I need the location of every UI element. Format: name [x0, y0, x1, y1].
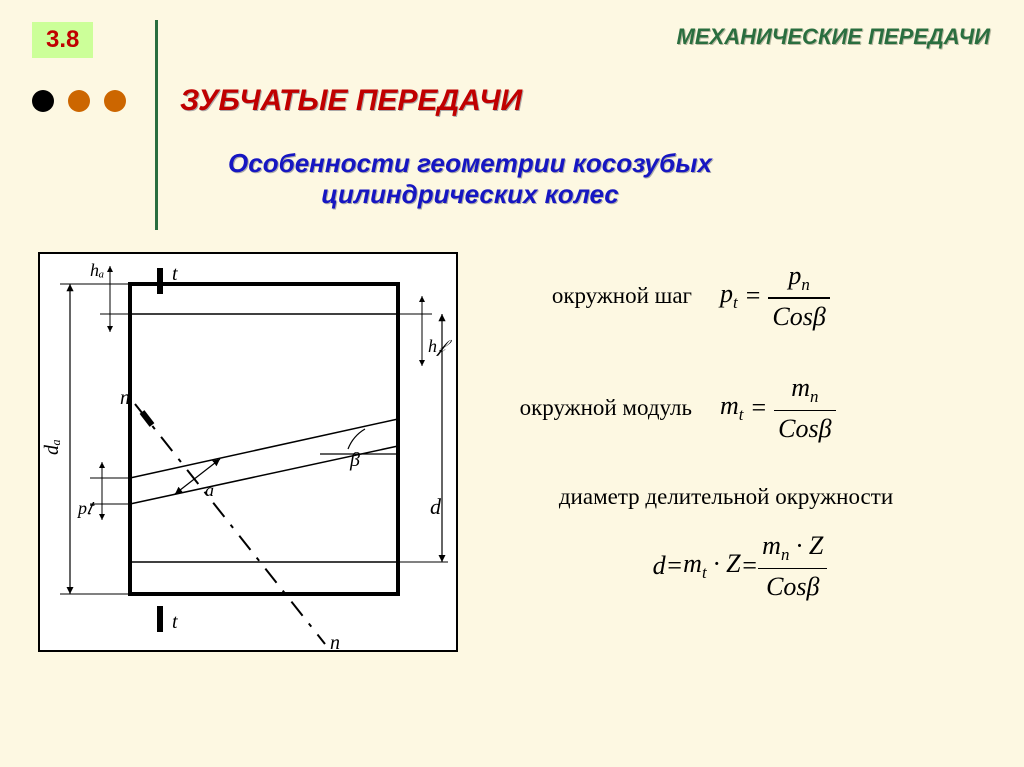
label-t-top: t	[172, 263, 178, 285]
subtitle: Особенности геометрии косозубых цилиндри…	[180, 148, 760, 210]
chapter-title: МЕХАНИЧЕСКИЕ ПЕРЕДАЧИ	[677, 24, 990, 50]
label-beta: β	[349, 449, 360, 471]
label-pt: p𝑡	[76, 498, 95, 518]
bullet-row	[32, 90, 136, 112]
label-n-top: n	[120, 387, 130, 409]
vertical-divider	[155, 20, 158, 230]
label-d: d	[430, 494, 442, 519]
label-da: dₐ	[41, 439, 63, 455]
bullet-icon	[68, 90, 90, 112]
formula-d: d = mt · Z = mn · Z Cosβ	[490, 530, 990, 602]
main-title: ЗУБЧАТЫЕ ПЕРЕДАЧИ	[180, 84, 522, 118]
slide-number: 3.8	[32, 22, 93, 58]
bullet-icon	[32, 90, 54, 112]
formula-row-3-label: диаметр делительной окружности	[490, 484, 990, 510]
formula-label: окружной модуль	[490, 395, 720, 421]
label-n-bot: n	[330, 632, 340, 654]
gear-geometry-diagram: β n n a t t hₐ h𝒻 dₐ	[38, 252, 458, 652]
formulas-column: окружной шаг pt = pn Cosβ окружной модул…	[490, 260, 990, 602]
formula-row-2: окружной модуль mt = mn Cosβ	[490, 372, 990, 444]
formula-label: диаметр делительной окружности	[490, 484, 990, 510]
label-t-bot: t	[172, 611, 178, 633]
label-hf: h𝒻	[428, 336, 452, 356]
formula-mt: mt = mn Cosβ	[720, 372, 836, 444]
formula-pt: pt = pn Cosβ	[720, 260, 830, 332]
formula-label: окружной шаг	[490, 283, 720, 309]
formula-row-1: окружной шаг pt = pn Cosβ	[490, 260, 990, 332]
bullet-icon	[104, 90, 126, 112]
label-a: a	[205, 480, 214, 500]
label-ha: hₐ	[90, 260, 104, 280]
